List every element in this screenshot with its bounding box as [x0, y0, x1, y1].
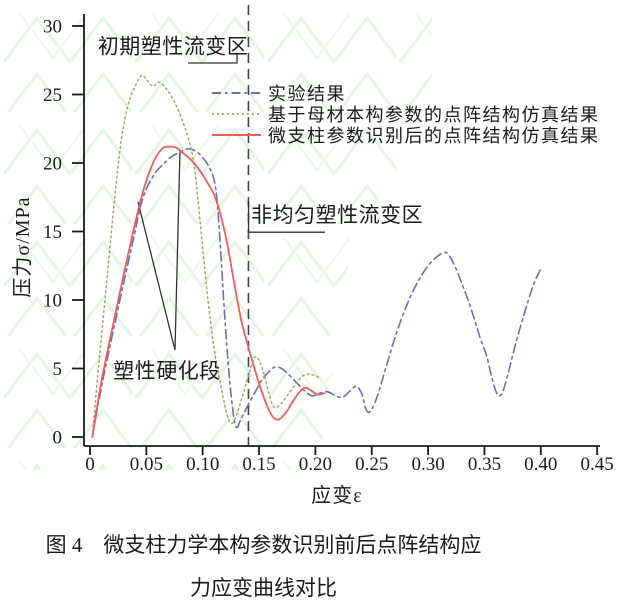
stress-strain-chart: 0 5 10 15 20 25 30 0 0.05 0.10 0.15 0.20 0.25 0.30 0.3…	[43, 5, 614, 475]
caption-line-2: 力应变曲线对比	[190, 576, 337, 601]
caption-line-1: 图 4 微支柱力学本构参数识别前后点阵结构应	[45, 533, 482, 557]
x-tick-label: 0.10	[186, 454, 219, 475]
annotation-hardening: 塑性硬化段	[113, 359, 221, 383]
legend-label: 实验结果	[268, 83, 346, 104]
y-tick-label: 5	[53, 359, 63, 380]
y-tick-label: 25	[43, 85, 62, 106]
x-tick-label: 0.35	[468, 454, 501, 475]
legend-line-sample-experimental	[212, 91, 261, 94]
figure-caption: 图 4 微支柱力学本构参数识别前后点阵结构应 力应变曲线对比	[0, 531, 527, 603]
y-tick-label: 0	[53, 428, 63, 449]
curve-base-material-sim	[91, 74, 321, 438]
curve-experimental	[91, 148, 542, 438]
y-tick-label: 15	[43, 222, 62, 243]
annotation-region-nonuniform: 非均匀塑性流变区	[251, 203, 423, 227]
nonuniform-underline-line	[247, 201, 325, 233]
x-tick-label: 0.30	[411, 454, 444, 475]
y-tick-label: 20	[43, 154, 62, 175]
legend: 实验结果 基于母材本构参数的点阵结构仿真结果 微支柱参数识别后的点阵结构仿真结果	[211, 82, 600, 146]
annotation-region-early: 初期塑性流变区	[98, 34, 249, 58]
x-tick-label: 0.40	[524, 454, 557, 475]
x-tick-label: 0.05	[130, 454, 163, 475]
x-axis-label: 应变ε	[311, 485, 363, 507]
y-tick-label: 10	[43, 291, 62, 312]
hardening-pointer-v-line	[137, 149, 181, 351]
early-underline-line	[188, 52, 238, 64]
x-tick-label: 0.15	[242, 454, 275, 475]
legend-label: 微支柱参数识别后的点阵结构仿真结果	[268, 125, 600, 146]
x-tick-label: 0.45	[581, 454, 614, 475]
y-tick-label: 30	[43, 17, 62, 38]
legend-line-sample-base-material-sim	[212, 112, 261, 115]
x-tick-label: 0	[85, 454, 95, 475]
legend-item-base-material-sim: 基于母材本构参数的点阵结构仿真结果	[211, 103, 600, 125]
x-tick-label: 0.25	[355, 454, 388, 475]
y-axis-label: 压力σ/MPa	[12, 196, 34, 298]
curve-identified-sim	[91, 145, 326, 438]
x-tick-label: 0.20	[299, 454, 332, 475]
legend-item-identified-sim: 微支柱参数识别后的点阵结构仿真结果	[211, 124, 600, 146]
legend-label: 基于母材本构参数的点阵结构仿真结果	[268, 104, 600, 125]
legend-line-sample-identified-sim	[212, 133, 261, 136]
legend-item-experimental: 实验结果	[211, 82, 600, 104]
